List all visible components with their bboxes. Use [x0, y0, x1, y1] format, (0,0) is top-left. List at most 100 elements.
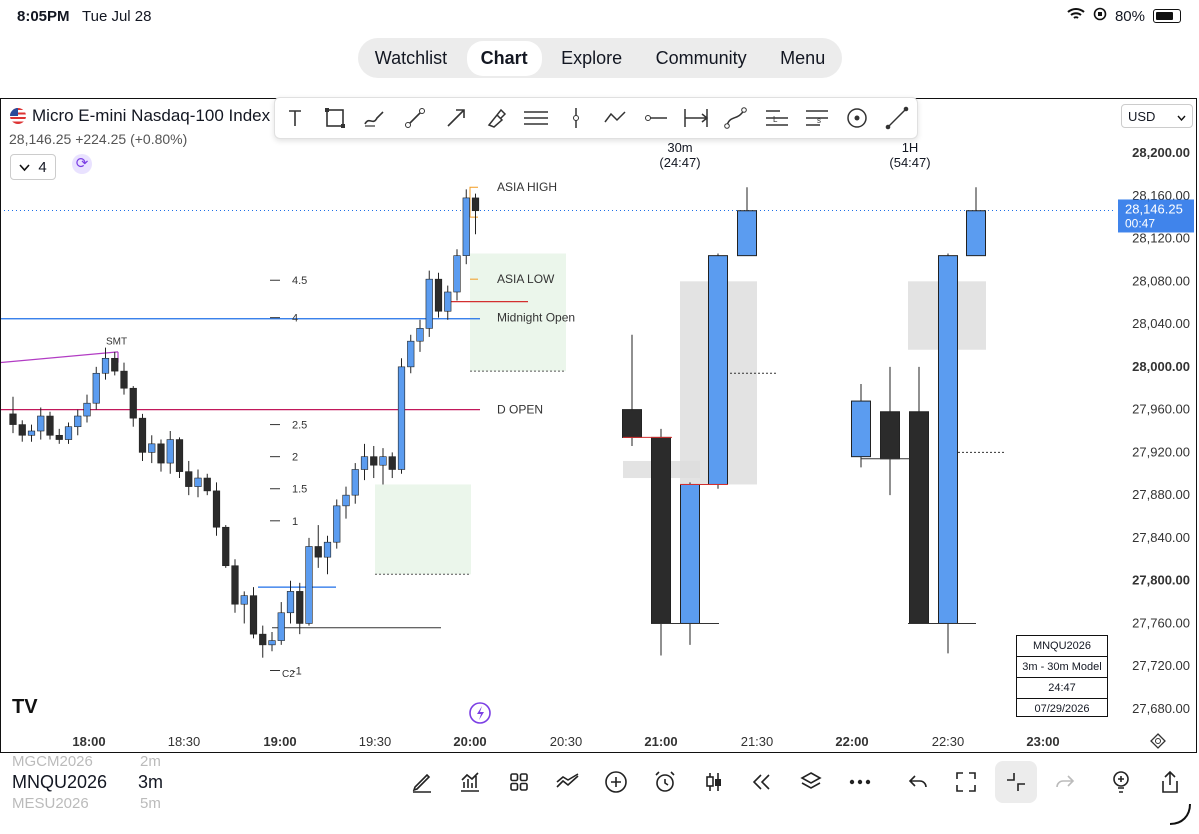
fullscreen-icon[interactable] — [951, 767, 981, 797]
nav-watchlist[interactable]: Watchlist — [374, 47, 448, 68]
instrument-header[interactable]: Micro E-mini Nasdaq-100 Index F — [10, 106, 285, 126]
ideas-icon[interactable] — [1106, 767, 1136, 797]
more-icon[interactable] — [845, 767, 875, 797]
candle-body — [471, 197, 480, 212]
midnight-open-label: Midnight Open — [497, 311, 575, 325]
undo-icon[interactable] — [903, 767, 933, 797]
text-icon[interactable] — [282, 105, 308, 131]
candle-body — [370, 456, 378, 466]
pencil-icon[interactable] — [407, 767, 437, 797]
candle-body — [296, 591, 304, 624]
fib-label: 2 — [292, 452, 298, 464]
trendline-icon[interactable] — [402, 105, 428, 131]
path-icon[interactable] — [603, 105, 629, 131]
symbol-prev[interactable]: MGCM2026 — [12, 753, 93, 770]
indicator-count: 4 — [38, 158, 47, 176]
rectangle-icon[interactable] — [322, 105, 348, 131]
share-icon[interactable] — [1155, 767, 1185, 797]
short-position-icon[interactable]: s — [804, 105, 830, 131]
drawing-toolbar: L s — [274, 97, 918, 139]
candle-body — [138, 417, 147, 453]
y-tick-label: 28,040.00 — [1132, 316, 1190, 331]
collapse-indicators-button[interactable]: 4 — [10, 154, 56, 180]
c2-label: C2 — [282, 669, 295, 680]
candle-body — [46, 415, 54, 436]
candle-body — [194, 477, 202, 487]
candle-body — [37, 415, 45, 432]
info-table: MNQU2026 3m - 30m Model 24:47 07/29/2026 — [1016, 635, 1108, 717]
candle-body — [434, 278, 443, 312]
circle-icon[interactable] — [844, 105, 870, 131]
highlighter-icon[interactable] — [483, 105, 509, 131]
bar-countdown: 00:47 — [1125, 216, 1155, 230]
alarm-icon[interactable] — [650, 767, 680, 797]
currency-select[interactable]: USD — [1121, 104, 1193, 128]
fib-label: -1 — [292, 666, 302, 678]
fib-label: 4 — [292, 313, 298, 325]
x-tick-label: 23:00 — [1026, 734, 1059, 749]
timeframe-prev[interactable]: 2m — [140, 753, 161, 770]
candle-body — [9, 413, 17, 425]
candle-body — [222, 526, 230, 567]
candle-body — [379, 456, 387, 466]
nav-menu[interactable]: Menu — [780, 47, 826, 68]
horizontal-ray-icon[interactable] — [643, 105, 669, 131]
us-flag-icon — [10, 108, 26, 124]
status-bar: 8:05PM Tue Jul 28 80% — [0, 0, 1199, 34]
battery-icon — [1153, 9, 1181, 23]
arrow-icon[interactable] — [443, 105, 469, 131]
timeframe-next[interactable]: 5m — [140, 795, 161, 812]
settings-dot-icon — [1155, 738, 1161, 744]
candle-body — [185, 471, 193, 487]
compare-icon[interactable] — [553, 767, 583, 797]
candle-body — [425, 278, 433, 329]
htf-30m-label: 30m (24:47) — [655, 140, 705, 170]
htf-30m-candle-body — [622, 409, 642, 438]
symbol-next[interactable]: MESU2026 — [12, 795, 89, 812]
measure-icon[interactable] — [884, 105, 910, 131]
info-model: 3m - 30m Model — [1017, 657, 1107, 678]
candle-body — [64, 426, 73, 440]
candle-body — [249, 595, 258, 635]
layers-icon[interactable] — [796, 767, 826, 797]
candle-body — [55, 434, 63, 440]
x-tick-label: 20:30 — [550, 734, 583, 749]
timeframe-selector[interactable]: 3m — [138, 772, 164, 792]
price-change-pct: (+0.80%) — [130, 131, 188, 147]
layout-icon[interactable] — [504, 767, 534, 797]
vertical-line-icon[interactable] — [563, 105, 589, 131]
candle-body — [323, 541, 332, 558]
symbol-selector[interactable]: MNQU2026 — [12, 772, 108, 792]
resize-handle-icon[interactable] — [1168, 802, 1194, 833]
parallel-channel-icon[interactable] — [523, 105, 549, 131]
candle-body — [101, 357, 110, 374]
refresh-icon[interactable]: ⟳ — [72, 154, 92, 174]
x-tick-label: 20:00 — [453, 734, 486, 749]
indicators-icon[interactable] — [455, 767, 485, 797]
htf-1h-candle-body — [851, 400, 871, 458]
date-range-icon[interactable] — [683, 105, 709, 131]
redo-icon[interactable] — [1050, 767, 1080, 797]
y-tick-label: 28,200.00 — [1132, 145, 1190, 160]
add-icon[interactable] — [601, 767, 631, 797]
candles-icon[interactable] — [699, 767, 729, 797]
candle-body — [18, 424, 26, 436]
currency-value: USD — [1128, 108, 1156, 124]
collapse-icon[interactable] — [995, 761, 1037, 803]
svg-text:L: L — [773, 115, 778, 124]
candle-body — [286, 591, 295, 614]
candle-body — [240, 595, 248, 605]
nav-chart[interactable]: Chart — [466, 40, 542, 76]
nav-community[interactable]: Community — [655, 47, 747, 68]
fib-label: 1.5 — [292, 484, 307, 496]
curve-icon[interactable] — [723, 105, 749, 131]
candle-body — [360, 456, 369, 470]
replay-icon[interactable] — [747, 767, 777, 797]
candle-body — [111, 357, 119, 372]
long-position-icon[interactable]: L — [764, 105, 790, 131]
candle-body — [416, 328, 424, 342]
brush-icon[interactable] — [362, 105, 388, 131]
nav-explore[interactable]: Explore — [561, 47, 623, 68]
candle-body — [212, 490, 221, 528]
